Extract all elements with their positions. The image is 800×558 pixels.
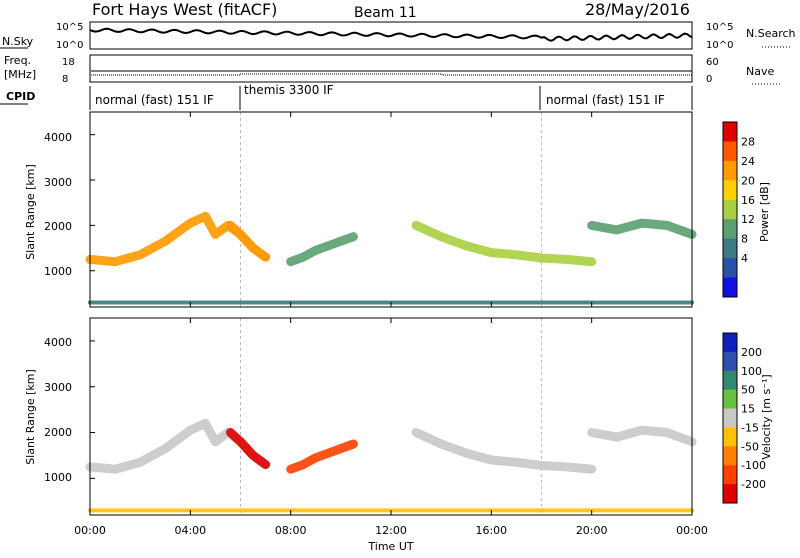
noise-left-tick-top: 10^5: [56, 22, 83, 33]
velocity-colorbar-tick-label: -50: [741, 440, 759, 453]
velocity-colorbar-color-segment: [723, 333, 737, 353]
velocity-panel-frame: [89, 317, 693, 516]
velocity-colorbar-tick-label: 50: [741, 384, 755, 397]
velocity-colorbar-color-segment: [723, 465, 737, 485]
vel-ytick-4000: 4000: [44, 336, 72, 349]
velocity-colorbar-color-segment: [723, 389, 737, 410]
power-ylabel: Slant Range [km]: [24, 164, 37, 260]
vel-ytick-2000: 2000: [44, 426, 72, 439]
velocity-colorbar-frame: [722, 332, 738, 504]
velocity-colorbar-color-segment: [723, 351, 737, 372]
power-colorbar-frame: [722, 121, 738, 298]
velocity-colorbar-tick-label: 200: [741, 346, 762, 359]
nave-label: Nave: [746, 65, 774, 78]
power-colorbar-color-segment: [723, 180, 737, 201]
power-colorbar-tick-label: 8: [741, 233, 748, 246]
power-ytick-1000: 1000: [44, 265, 72, 278]
power-echoes: [85, 112, 697, 307]
freq-panel-frame: [89, 54, 693, 83]
power-colorbar-color-segment: [723, 277, 737, 298]
power-colorbar-tick-label: 16: [741, 194, 755, 207]
cpid-segment-2: themis 3300 IF: [244, 83, 334, 97]
power-colorbar-color-segment: [723, 219, 737, 240]
time-tick-label: 12:00: [375, 524, 407, 537]
power-colorbar-color-segment: [723, 199, 737, 220]
power-echo-band: [587, 218, 697, 239]
power-colorbar-color-segment: [723, 238, 737, 259]
velocity-colorbar: 200 100 50 15 -15 -50 -100 -200: [722, 332, 766, 504]
freq-label: Freq.: [4, 54, 31, 67]
noise-right-tick-bottom: 10^0: [706, 40, 733, 51]
velocity-echo-band: [587, 425, 697, 447]
velocity-colorbar-color-segment: [723, 427, 737, 447]
time-tick-label: 00:00: [676, 524, 708, 537]
noise-right-tick-top: 10^5: [706, 22, 733, 33]
velocity-colorbar-tick-label: -15: [741, 421, 759, 434]
power-panel-frame: [89, 111, 693, 308]
power-colorbar-tick-label: 4: [741, 252, 748, 265]
freq-unit: [MHz]: [4, 68, 36, 81]
power-ytick-2000: 2000: [44, 220, 72, 233]
velocity-colorbar-tick-label: 15: [741, 403, 755, 416]
time-tick-label: 16:00: [475, 524, 507, 537]
time-tick-label: 08:00: [275, 524, 307, 537]
vel-ytick-3000: 3000: [44, 381, 72, 394]
velocity-yaxis: 4000 3000 2000 1000: [44, 336, 95, 484]
time-tick-label: 04:00: [174, 524, 206, 537]
velocity-ylabel: Slant Range [km]: [24, 369, 37, 465]
velocity-echoes: [85, 318, 697, 515]
velocity-colorbar-color-segment: [723, 484, 737, 504]
time-tick-label: 20:00: [576, 524, 608, 537]
power-colorbar-color-segment: [723, 258, 737, 279]
velocity-colorbar-label: Velocity [m s⁻¹]: [760, 374, 773, 459]
cpid-segment-3: normal (fast) 151 IF: [546, 93, 665, 107]
power-colorbar-tick-label: 20: [741, 174, 755, 187]
power-yaxis: 4000 3000 2000 1000: [44, 131, 95, 278]
velocity-echo-band: [286, 439, 358, 474]
power-colorbar-tick-label: 12: [741, 213, 755, 226]
nave-trace: [91, 73, 692, 76]
noise-panel-frame: [89, 21, 693, 50]
power-colorbar-color-segment: [723, 160, 737, 181]
cpid-label: CPID: [6, 90, 35, 103]
beam-label: Beam 11: [354, 5, 417, 21]
freq-tick-bottom: 8: [62, 74, 68, 85]
time-axis-ticks: 00:00 04:00 08:00 12:00 16:00 20:00 00:00: [74, 112, 708, 537]
velocity-echo-band: [226, 428, 271, 470]
nave-tick-top: 60: [706, 57, 719, 68]
noise-left-label: N.Sky: [2, 35, 34, 48]
velocity-colorbar-color-segment: [723, 446, 737, 466]
velocity-colorbar-color-segment: [723, 408, 737, 428]
vel-ytick-1000: 1000: [44, 471, 72, 484]
power-colorbar: 28 24 20 16 12 8 4: [722, 121, 755, 298]
nave-tick-bottom: 0: [706, 74, 712, 85]
freq-tick-top: 18: [62, 57, 75, 68]
power-colorbar-label: Power [dB]: [758, 182, 771, 242]
date-label: 28/May/2016: [585, 0, 690, 19]
noise-left-tick-bottom: 10^0: [56, 40, 83, 51]
power-echo-band: [226, 220, 271, 262]
noise-right-label: N.Search: [746, 27, 796, 40]
power-colorbar-color-segment: [723, 122, 737, 142]
power-colorbar-tick-label: 28: [741, 135, 755, 148]
cpid-segment-1: normal (fast) 151 IF: [95, 93, 214, 107]
power-ytick-3000: 3000: [44, 176, 72, 189]
velocity-colorbar-tick-label: -100: [741, 459, 766, 472]
velocity-colorbar-color-segment: [723, 370, 737, 391]
radar-title: Fort Hays West (fitACF): [92, 0, 277, 19]
velocity-colorbar-tick-label: 100: [741, 365, 762, 378]
power-colorbar-tick-label: 24: [741, 155, 755, 168]
power-colorbar-color-segment: [723, 141, 737, 162]
velocity-echo-band: [411, 428, 597, 474]
time-axis-label: Time UT: [367, 540, 413, 553]
noise-sky-line: [89, 27, 693, 42]
time-tick-label: 00:00: [74, 524, 106, 537]
power-echo-band: [286, 232, 358, 267]
power-ytick-4000: 4000: [44, 131, 72, 144]
power-echo-band: [411, 220, 597, 267]
noise-trace: [89, 27, 693, 42]
velocity-colorbar-tick-label: -200: [741, 478, 766, 491]
